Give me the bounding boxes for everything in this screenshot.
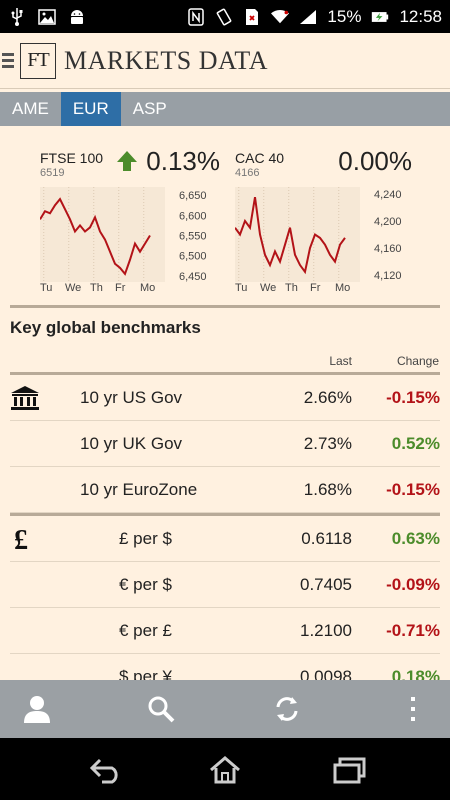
bottom-action-bar	[0, 680, 450, 738]
battery-charging-icon	[371, 8, 389, 26]
table-row[interactable]: £ £ per $ 0.6118 0.63%	[10, 516, 440, 562]
back-icon[interactable]	[88, 756, 124, 784]
group-divider	[10, 513, 440, 516]
row-last: 0.7405	[300, 574, 352, 594]
series-line	[235, 197, 346, 275]
x-tick-label: Th	[285, 282, 298, 292]
index-change: 0.13%	[146, 146, 220, 176]
x-tick-label: Th	[90, 282, 103, 292]
section-divider	[10, 305, 440, 308]
vibrate-icon	[215, 8, 233, 26]
battery-percent: 15%	[327, 6, 362, 26]
col-last-header: Last	[329, 354, 352, 368]
row-last: 2.66%	[303, 387, 352, 407]
ftse-line-chart: Tu We Th Fr Mo 6,650 6,600 6,550 6,500 6,450	[40, 187, 207, 292]
x-tick-label: Tu	[235, 282, 247, 292]
table-row[interactable]: 10 yr UK Gov 2.73% 0.52%	[10, 421, 440, 467]
up-arrow-icon	[117, 151, 137, 171]
menu-icon[interactable]	[2, 53, 14, 68]
image-icon	[38, 8, 56, 26]
series-line	[40, 197, 151, 276]
android-icon	[68, 8, 86, 26]
row-last: 1.68%	[303, 479, 352, 499]
row-last: 0.6118	[301, 528, 352, 548]
svg-text:£: £	[14, 526, 28, 552]
table-row[interactable]: 10 yr EuroZone 1.68% -0.15%	[10, 467, 440, 513]
x-tick-label: We	[260, 282, 276, 292]
x-tick-label: Mo	[335, 282, 350, 292]
clock: 12:58	[399, 6, 442, 26]
index-charts: FTSE 100 6519 0.13% Tu We Th Fr Mo 6,650 6,600…	[0, 126, 450, 296]
user-icon[interactable]	[22, 694, 52, 724]
row-last: 1.2100	[300, 620, 352, 640]
wifi-icon	[271, 8, 290, 26]
app-title: MARKETS DATA	[64, 45, 268, 75]
y-tick-label: 6,450	[179, 271, 207, 283]
y-tick-label: 6,500	[179, 251, 207, 263]
usb-icon	[8, 7, 26, 26]
y-tick-label: 6,650	[179, 190, 207, 202]
refresh-icon[interactable]	[272, 694, 302, 724]
home-icon[interactable]	[207, 756, 243, 784]
app-bar: FT MARKETS DATA	[0, 33, 450, 89]
y-tick-label: 6,550	[179, 231, 207, 243]
pound-icon: £	[14, 526, 28, 552]
section-title: Key global benchmarks	[10, 318, 201, 337]
row-label: 10 yr US Gov	[80, 387, 183, 407]
table-row[interactable]: € per £ 1.2100 -0.71%	[10, 608, 440, 654]
index-change: 0.00%	[338, 146, 412, 176]
recents-icon[interactable]	[332, 756, 368, 784]
sim-icon	[243, 8, 261, 26]
row-label: € per £	[119, 620, 172, 640]
index-value: 6519	[40, 167, 65, 179]
y-tick-label: 4,160	[374, 243, 402, 255]
row-label: € per $	[119, 574, 172, 594]
table-row[interactable]: € per $ 0.7405 -0.09%	[10, 562, 440, 608]
col-change-header: Change	[396, 354, 439, 368]
row-label: 10 yr UK Gov	[80, 433, 183, 453]
region-tabs: AME EUR ASP	[0, 92, 450, 126]
x-tick-label: Fr	[310, 282, 321, 292]
table-row[interactable]: 10 yr US Gov 2.66% -0.15%	[10, 375, 440, 421]
search-icon[interactable]	[146, 694, 176, 724]
signal-icon	[299, 8, 317, 26]
nfc-icon	[187, 7, 205, 26]
row-change: -0.15%	[386, 479, 440, 499]
row-change: -0.15%	[386, 387, 440, 407]
status-bar: 15% 12:58	[0, 0, 450, 33]
ft-logo[interactable]: FT	[20, 42, 56, 79]
x-tick-label: Mo	[140, 282, 155, 292]
tab-ame[interactable]: AME	[12, 99, 49, 118]
bank-icon	[11, 386, 39, 410]
row-label: £ per $	[119, 528, 172, 548]
row-last: 2.73%	[303, 433, 352, 453]
table-top-divider	[10, 372, 440, 375]
x-tick-label: We	[65, 282, 81, 292]
cac-card[interactable]: CAC 40 4166 0.00% Tu We Th Fr Mo 4,240 4,200 4,…	[235, 142, 415, 292]
y-tick-label: 4,240	[374, 189, 402, 201]
y-tick-label: 4,200	[374, 216, 402, 228]
system-nav-bar	[0, 738, 450, 800]
x-tick-label: Fr	[115, 282, 126, 292]
row-change: 0.63%	[391, 528, 440, 548]
row-label: 10 yr EuroZone	[80, 479, 198, 499]
row-change: 0.52%	[391, 433, 440, 453]
index-name: CAC 40	[235, 150, 285, 166]
index-name: FTSE 100	[40, 150, 104, 166]
cac-line-chart: Tu We Th Fr Mo 4,240 4,200 4,160 4,120	[235, 187, 402, 292]
index-value: 4166	[235, 167, 260, 179]
ftse-card[interactable]: FTSE 100 6519 0.13% Tu We Th Fr Mo 6,650 6,600…	[40, 142, 220, 292]
x-tick-label: Tu	[40, 282, 52, 292]
row-change: -0.09%	[386, 574, 440, 594]
tab-asp[interactable]: ASP	[132, 99, 167, 118]
more-icon[interactable]	[398, 694, 428, 724]
y-tick-label: 6,600	[179, 210, 207, 222]
row-change: -0.71%	[386, 620, 440, 640]
tab-eur[interactable]: EUR	[60, 92, 121, 126]
y-tick-label: 4,120	[374, 270, 402, 282]
